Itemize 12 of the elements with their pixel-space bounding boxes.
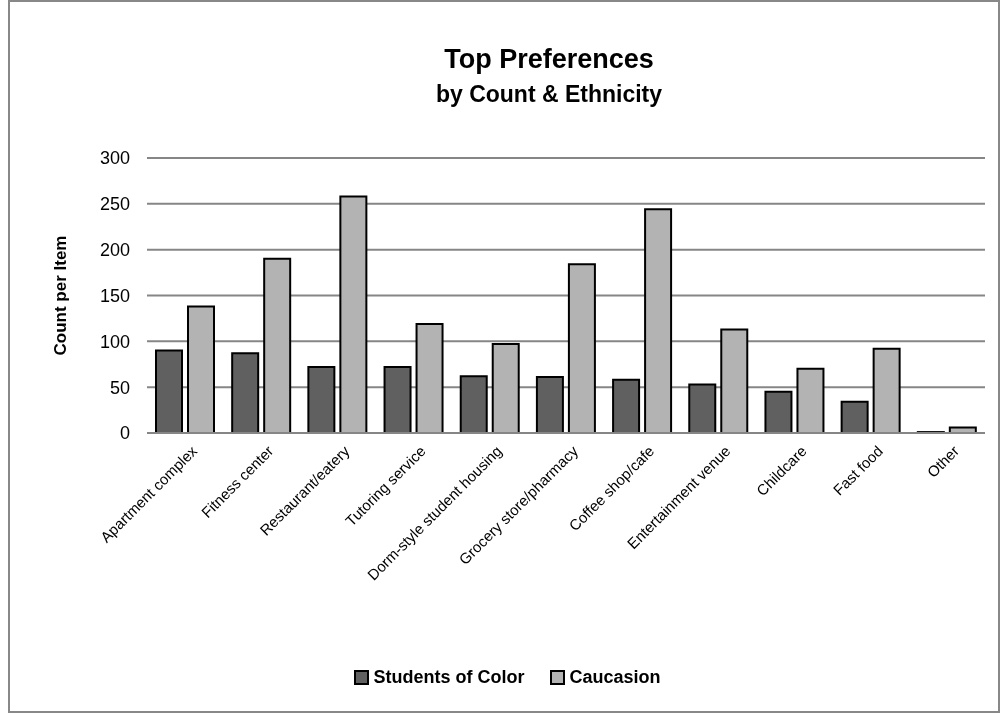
legend-label: Students of Color xyxy=(373,666,525,688)
y-tick-label: 300 xyxy=(99,148,130,169)
y-axis-title: Count per Item xyxy=(50,235,70,356)
y-tick-label: 50 xyxy=(109,377,130,398)
y-tick-label: 150 xyxy=(99,285,130,306)
chart-title: Top Preferences xyxy=(443,43,655,76)
legend-label: Caucasion xyxy=(569,666,661,688)
y-tick-label: 250 xyxy=(99,194,130,215)
chart-subtitle: by Count & Ethnicity xyxy=(434,80,664,109)
y-tick-label: 0 xyxy=(119,423,130,444)
y-tick-label: 200 xyxy=(99,240,130,261)
y-tick-label: 100 xyxy=(99,331,130,352)
